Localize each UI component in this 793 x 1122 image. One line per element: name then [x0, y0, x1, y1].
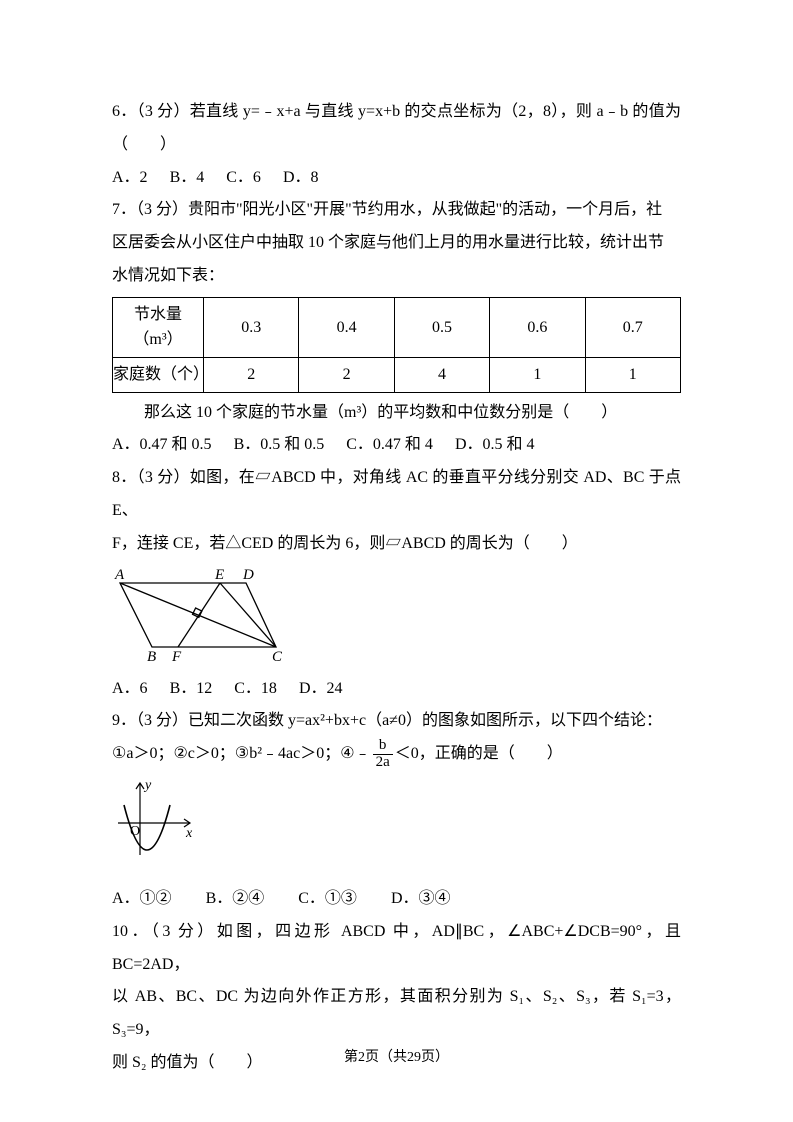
label-x: x: [185, 826, 193, 841]
q7-line2: 区居委会从小区住户中抽取 10 个家庭与他们上月的用水量进行比较，统计出节: [112, 227, 681, 260]
q7-col-4: 0.7: [585, 297, 680, 357]
q6-options: A．2 B．4 C．6 D．8: [112, 162, 681, 195]
q7-opt-b: B．0.5 和 0.5: [234, 436, 325, 453]
q8-line1: 8．（3 分）如图，在▱ABCD 中，对角线 AC 的垂直平分线分别交 AD、B…: [112, 462, 681, 528]
q7-header-unit: （m³）: [133, 331, 182, 348]
q8-figure: A E D B F C: [112, 567, 681, 667]
q7-count-0: 2: [204, 357, 299, 392]
q8-svg: A E D B F C: [112, 567, 282, 662]
q6-opt-c: C．6: [226, 169, 261, 186]
q7-options: A．0.47 和 0.5 B．0.5 和 0.5 C．0.47 和 4 D．0.…: [112, 429, 681, 462]
fraction-icon: b2a: [373, 738, 393, 771]
footer-total: 29: [407, 1050, 421, 1065]
q7-header-cell: 节水量 （m³）: [113, 297, 204, 357]
page-footer: 第2页（共29页）: [0, 1046, 793, 1066]
q7-count-3: 1: [490, 357, 585, 392]
q9-line2b: ＜0，正确的是（ ）: [395, 745, 563, 762]
q9-options: A．①② B．②④ C．①③ D．③④: [112, 883, 681, 916]
q7-col-0: 0.3: [204, 297, 299, 357]
q9-line2a: ①a＞0；②c＞0；③b²﹣4ac＞0；④﹣: [112, 745, 371, 762]
q8-opt-b: B．12: [170, 680, 213, 697]
q7-line1: 7．（3 分）贵阳市"阳光小区"开展"节约用水，从我做起"的活动，一个月后，社: [112, 194, 681, 227]
q7-col-1: 0.4: [299, 297, 394, 357]
q9-svg: y x O: [112, 777, 197, 872]
q10-line2: 以 AB、BC、DC 为边向外作正方形，其面积分别为 S₁、S₂、S₃，若 S₁…: [112, 981, 681, 1047]
frac-den: 2a: [373, 755, 393, 771]
q9-opt-a: A．①②: [112, 890, 172, 907]
label-F: F: [171, 649, 182, 662]
q7-count-1: 2: [299, 357, 394, 392]
footer-prefix: 第: [344, 1050, 358, 1065]
label-B: B: [147, 649, 156, 662]
q7-count-2: 4: [394, 357, 489, 392]
q9-opt-c: C．①③: [298, 890, 357, 907]
q7-row2-label: 家庭数（个）: [113, 357, 204, 392]
q8-opt-c: C．18: [234, 680, 277, 697]
label-A: A: [114, 567, 125, 583]
q8-line2: F，连接 CE，若△CED 的周长为 6，则▱ABCD 的周长为（ ）: [112, 528, 681, 561]
q8-opt-a: A．6: [112, 680, 148, 697]
label-C: C: [272, 649, 282, 662]
table-row: 节水量 （m³） 0.3 0.4 0.5 0.6 0.7: [113, 297, 681, 357]
frac-num: b: [373, 738, 393, 755]
footer-suffix: 页）: [421, 1050, 449, 1065]
footer-page: 2: [358, 1050, 365, 1065]
q7-header-label: 节水量: [134, 306, 182, 323]
q7-col-3: 0.6: [490, 297, 585, 357]
q9-opt-b: B．②④: [206, 890, 265, 907]
q7-line3: 水情况如下表：: [112, 260, 681, 293]
q10-line1: 10．（3 分）如图，四边形 ABCD 中，AD∥BC，∠ABC+∠DCB=90…: [112, 916, 681, 982]
q7-col-2: 0.5: [394, 297, 489, 357]
table-row: 家庭数（个） 2 2 4 1 1: [113, 357, 681, 392]
q6-text: 6．（3 分）若直线 y=﹣x+a 与直线 y=x+b 的交点坐标为（2，8），…: [112, 96, 681, 162]
q7-opt-d: D．0.5 和 4: [455, 436, 535, 453]
footer-mid: 页（共: [365, 1050, 407, 1065]
q8-opt-d: D．24: [299, 680, 343, 697]
label-E: E: [214, 567, 224, 583]
label-y: y: [143, 778, 152, 793]
label-O: O: [130, 824, 140, 839]
q6-opt-b: B．4: [170, 169, 205, 186]
q9-opt-d: D．③④: [391, 890, 451, 907]
q6-opt-d: D．8: [283, 169, 319, 186]
label-D: D: [242, 567, 254, 583]
q7-count-4: 1: [585, 357, 680, 392]
q6-opt-a: A．2: [112, 169, 148, 186]
q7-table: 节水量 （m³） 0.3 0.4 0.5 0.6 0.7 家庭数（个） 2 2 …: [112, 297, 681, 393]
q8-options: A．6 B．12 C．18 D．24: [112, 673, 681, 706]
q9-line2: ①a＞0；②c＞0；③b²﹣4ac＞0；④﹣b2a＜0，正确的是（ ）: [112, 738, 681, 771]
q7-opt-a: A．0.47 和 0.5: [112, 436, 212, 453]
q7-after: 那么这 10 个家庭的节水量（m³）的平均数和中位数分别是（ ）: [112, 397, 681, 430]
q9-figure: y x O: [112, 777, 681, 877]
page-content: 6．（3 分）若直线 y=﹣x+a 与直线 y=x+b 的交点坐标为（2，8），…: [112, 96, 681, 1080]
q9-line1: 9．（3 分）已知二次函数 y=ax²+bx+c（a≠0）的图象如图所示，以下四…: [112, 705, 681, 738]
q7-opt-c: C．0.47 和 4: [346, 436, 433, 453]
